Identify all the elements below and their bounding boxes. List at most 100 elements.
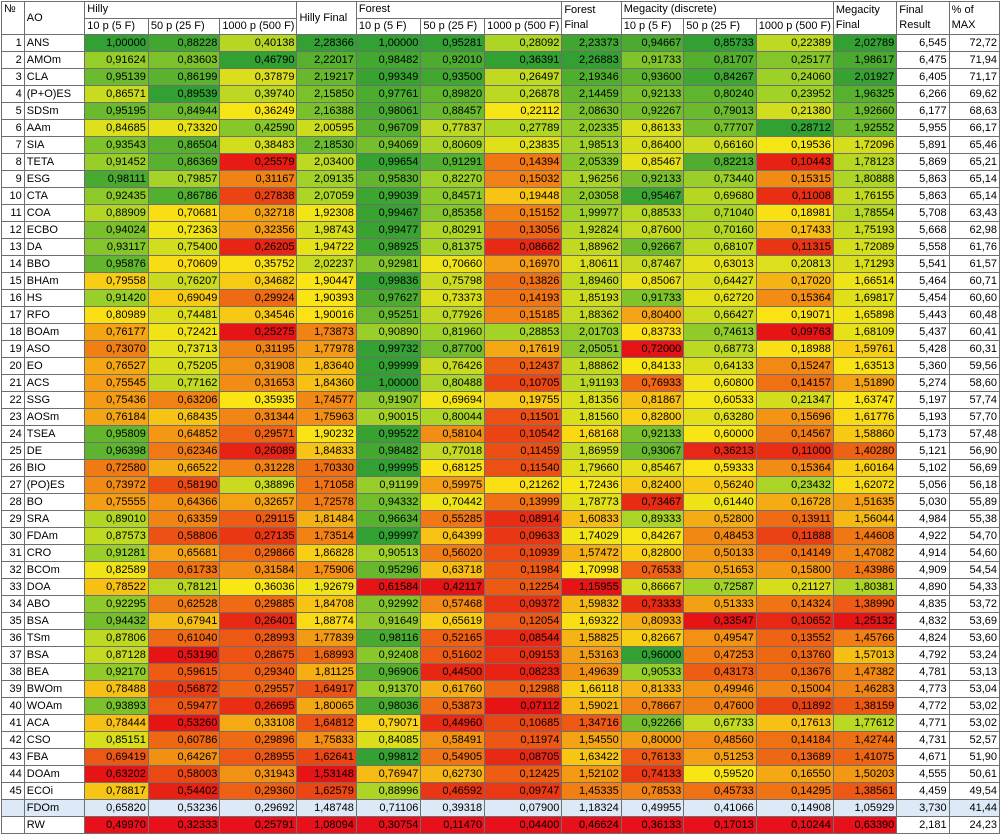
score-cell: 0,65681 <box>147 544 221 562</box>
score-cell: 1,50203 <box>832 765 898 783</box>
header-sub-50p: 50 p (25 F) <box>420 18 486 35</box>
score-cell: 0,46624 <box>561 816 622 834</box>
row-number <box>1 816 25 834</box>
score-cell: 0,10542 <box>484 425 563 443</box>
score-cell: 0,27135 <box>219 527 298 545</box>
row-number: 5 <box>1 102 25 120</box>
score-cell: 0,82667 <box>620 629 685 647</box>
score-cell: 0,10244 <box>755 816 834 834</box>
score-cell: 0,13552 <box>755 629 834 647</box>
table-row: 43 FBA 0,69419 0,64267 0,28955 1,62641 0,99812… <box>1 748 1000 766</box>
row-number: 25 <box>1 442 25 460</box>
score-cell: 60,31 <box>948 340 1000 358</box>
score-cell: 0,73972 <box>84 476 149 494</box>
score-cell: 1,63747 <box>832 391 898 409</box>
row-number: 32 <box>1 561 25 579</box>
score-cell: 0,73373 <box>420 289 486 307</box>
score-cell: 0,92133 <box>620 85 685 103</box>
score-cell: 0,94667 <box>620 34 685 52</box>
score-cell: 0,10705 <box>484 374 563 392</box>
algorithm-name: AOSm <box>23 408 86 426</box>
score-cell: 6,266 <box>896 85 950 103</box>
algorithm-name: SIA <box>23 136 86 154</box>
score-cell: 1,83640 <box>296 357 357 375</box>
score-cell: 0,11315 <box>755 238 834 256</box>
score-cell: 0,23835 <box>484 136 563 154</box>
table-row: 1 ANS 1,00000 0,88228 0,40138 2,28366 1,00000 0… <box>1 34 1000 52</box>
score-cell: 0,92266 <box>620 714 685 732</box>
score-cell: 0,26878 <box>484 85 563 103</box>
algorithm-name: CTA <box>23 187 86 205</box>
table-row: 45 ECOi 0,78817 0,54402 0,29360 1,62579 0,8899… <box>1 782 1000 800</box>
algorithm-name: EO <box>23 357 86 375</box>
score-cell: 0,60786 <box>147 731 221 749</box>
score-cell: 0,60800 <box>683 374 757 392</box>
score-cell: 1,73514 <box>296 527 357 545</box>
score-cell: 49,54 <box>948 782 1000 800</box>
score-cell: 1,96256 <box>561 170 622 188</box>
score-cell: 52,57 <box>948 731 1000 749</box>
score-cell: 0,76933 <box>620 374 685 392</box>
score-cell: 0,11008 <box>755 187 834 205</box>
score-cell: 0,25275 <box>219 323 298 341</box>
score-cell: 1,58825 <box>561 629 622 647</box>
score-cell: 60,60 <box>948 289 1000 307</box>
score-cell: 1,74577 <box>296 391 357 409</box>
score-cell: 0,52165 <box>420 629 486 647</box>
table-row: 12 ECBO 0,94024 0,72363 0,32356 1,98743 0,9947… <box>1 221 1000 239</box>
score-cell: 0,85151 <box>84 731 149 749</box>
score-cell: 0,36391 <box>484 51 563 69</box>
score-cell: 0,23432 <box>755 476 834 494</box>
score-cell: 1,81125 <box>296 663 357 681</box>
score-cell: 0,31908 <box>219 357 298 375</box>
score-cell: 0,58806 <box>147 527 221 545</box>
score-cell: 0,95467 <box>620 187 685 205</box>
score-cell: 1,62579 <box>296 782 357 800</box>
score-cell: 0,77162 <box>147 374 221 392</box>
score-cell: 0,59975 <box>420 476 486 494</box>
score-cell: 0,79013 <box>683 102 757 120</box>
score-cell: 0,95195 <box>84 102 149 120</box>
score-cell: 1,68993 <box>296 646 357 664</box>
score-cell: 0,77926 <box>420 306 486 324</box>
score-cell: 0,75400 <box>147 238 221 256</box>
score-cell: 0,81375 <box>420 238 486 256</box>
row-number: 2 <box>1 51 25 69</box>
table-row: 30 FDAm 0,87573 0,58806 0,27135 1,73514 0,9999… <box>1 527 1000 545</box>
table-row: 18 BOAm 0,76177 0,72421 0,25275 1,73873 0,9089… <box>1 323 1000 341</box>
score-cell: 2,28366 <box>296 34 357 52</box>
header-sub-50p: 50 p (25 F) <box>683 18 757 35</box>
score-cell: 0,62346 <box>147 442 221 460</box>
algorithm-name: BEA <box>23 663 86 681</box>
score-cell: 0,63202 <box>84 765 149 783</box>
score-cell: 0,95830 <box>355 170 422 188</box>
score-cell: 0,28675 <box>219 646 298 664</box>
score-cell: 0,95281 <box>420 34 486 52</box>
score-cell: 1,86959 <box>561 442 622 460</box>
score-cell: 0,63280 <box>683 408 757 426</box>
score-cell: 0,88909 <box>84 204 149 222</box>
score-cell: 59,56 <box>948 357 1000 375</box>
score-cell: 0,29360 <box>219 782 298 800</box>
score-cell: 0,61760 <box>420 680 486 698</box>
score-cell: 1,98513 <box>561 136 622 154</box>
score-cell: 0,88996 <box>355 782 422 800</box>
score-cell: 1,00000 <box>84 34 149 52</box>
score-cell: 0,09747 <box>484 782 563 800</box>
score-cell: 1,57472 <box>561 544 622 562</box>
score-cell: 0,52800 <box>683 510 757 528</box>
row-number: 33 <box>1 578 25 596</box>
score-cell: 0,08914 <box>484 510 563 528</box>
algorithm-name: (P+O)ES <box>23 85 86 103</box>
algorithm-name: BWOm <box>23 680 86 698</box>
score-cell: 0,91649 <box>355 612 422 630</box>
table-row: 20 EO 0,76527 0,75205 0,31908 1,83640 0,99999 0… <box>1 357 1000 375</box>
score-cell: 0,73440 <box>683 170 757 188</box>
score-cell: 0,74613 <box>683 323 757 341</box>
score-cell: 55,38 <box>948 510 1000 528</box>
score-cell: 4,914 <box>896 544 950 562</box>
row-number: 41 <box>1 714 25 732</box>
score-cell: 0,71106 <box>355 799 422 817</box>
score-cell: 5,102 <box>896 459 950 477</box>
score-cell: 0,08544 <box>484 629 563 647</box>
